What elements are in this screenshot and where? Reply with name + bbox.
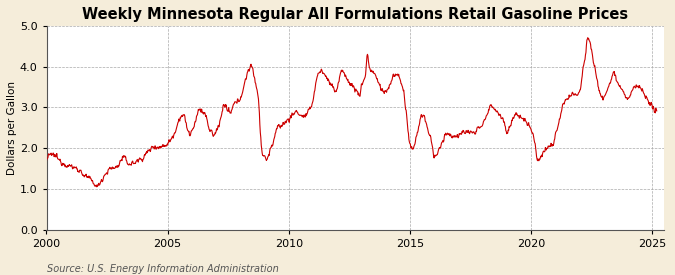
Title: Weekly Minnesota Regular All Formulations Retail Gasoline Prices: Weekly Minnesota Regular All Formulation… (82, 7, 628, 22)
Y-axis label: Dollars per Gallon: Dollars per Gallon (7, 81, 17, 175)
Text: Source: U.S. Energy Information Administration: Source: U.S. Energy Information Administ… (47, 264, 279, 274)
